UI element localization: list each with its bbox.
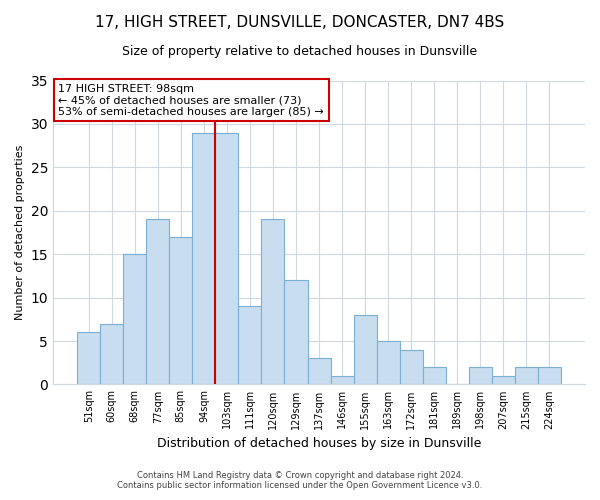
Bar <box>169 237 193 384</box>
Bar <box>100 324 123 384</box>
Bar <box>538 367 561 384</box>
Bar <box>515 367 538 384</box>
Bar <box>469 367 492 384</box>
Text: Size of property relative to detached houses in Dunsville: Size of property relative to detached ho… <box>122 45 478 58</box>
Bar <box>422 367 446 384</box>
Bar <box>353 315 377 384</box>
Bar <box>77 332 100 384</box>
Bar <box>146 220 169 384</box>
Bar <box>284 280 308 384</box>
Bar <box>400 350 422 384</box>
Bar <box>215 132 238 384</box>
Y-axis label: Number of detached properties: Number of detached properties <box>15 145 25 320</box>
Bar <box>262 220 284 384</box>
Bar <box>123 254 146 384</box>
Bar <box>238 306 262 384</box>
Bar <box>377 341 400 384</box>
Text: Contains HM Land Registry data © Crown copyright and database right 2024.
Contai: Contains HM Land Registry data © Crown c… <box>118 470 482 490</box>
Bar <box>308 358 331 384</box>
Text: 17 HIGH STREET: 98sqm
← 45% of detached houses are smaller (73)
53% of semi-deta: 17 HIGH STREET: 98sqm ← 45% of detached … <box>58 84 324 116</box>
Bar <box>193 132 215 384</box>
Bar <box>331 376 353 384</box>
Text: 17, HIGH STREET, DUNSVILLE, DONCASTER, DN7 4BS: 17, HIGH STREET, DUNSVILLE, DONCASTER, D… <box>95 15 505 30</box>
Bar <box>492 376 515 384</box>
X-axis label: Distribution of detached houses by size in Dunsville: Distribution of detached houses by size … <box>157 437 481 450</box>
